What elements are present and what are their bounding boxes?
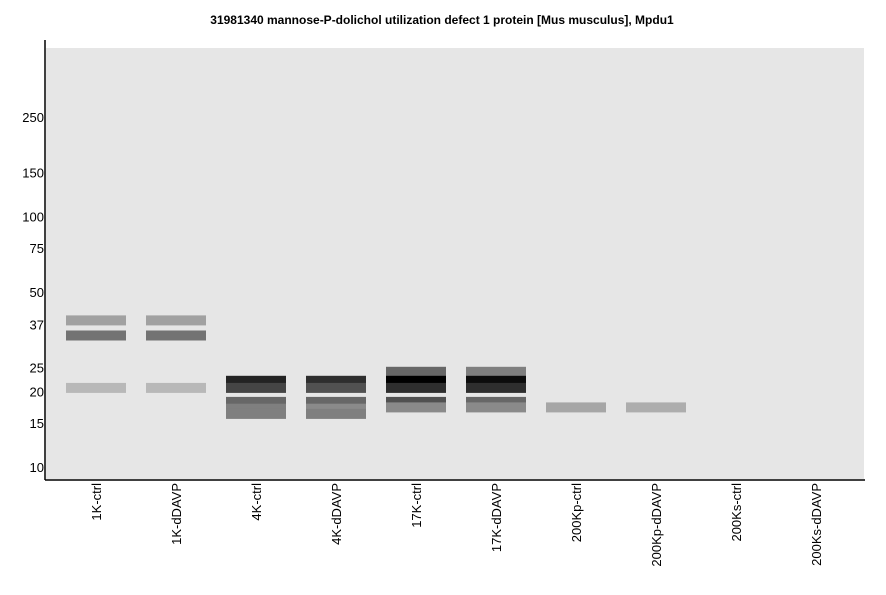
lane-label: 200Ks-dDAVP	[809, 483, 824, 566]
blot-band	[66, 382, 126, 393]
blot-band	[466, 375, 526, 386]
blot-band	[466, 366, 526, 377]
y-tick-label: 20	[30, 385, 44, 400]
y-tick-label: 10	[30, 460, 44, 475]
y-tick-labels: 250 150 100 75 50 37 25 20 15 10	[22, 110, 44, 475]
blot-band	[146, 330, 206, 341]
lane-label: 17K-ctrl	[409, 483, 424, 528]
lane-label: 200Kp-dDAVP	[649, 483, 664, 567]
blot-band	[226, 382, 286, 393]
lane-label: 4K-ctrl	[249, 483, 264, 521]
blot-band	[226, 403, 286, 414]
blot-band	[306, 408, 366, 419]
blot-band	[146, 315, 206, 326]
blot-band	[306, 382, 366, 393]
blot-band	[386, 402, 446, 413]
blot-band	[146, 382, 206, 393]
blot-band	[546, 402, 606, 413]
lane-label: 200Kp-ctrl	[569, 483, 584, 542]
blot-band	[466, 396, 526, 407]
blot-band	[66, 330, 126, 341]
blot-band	[386, 366, 446, 377]
y-tick-label: 37	[30, 318, 44, 333]
blot-band	[226, 408, 286, 419]
lane-label: 200Ks-ctrl	[729, 483, 744, 542]
y-tick-label: 100	[22, 210, 44, 225]
chart-title: 31981340 mannose-P-dolichol utilization …	[210, 13, 674, 27]
band-layer	[66, 315, 686, 419]
blot-band	[226, 396, 286, 407]
blot-band	[226, 375, 286, 386]
blot-band	[306, 396, 366, 407]
y-tick-label: 25	[30, 360, 44, 375]
lane-labels: 1K-ctrl 1K-dDAVP 4K-ctrl 4K-dDAVP 17K-ctrl 17…	[89, 483, 824, 567]
blot-band	[466, 402, 526, 413]
y-tick-label: 150	[22, 166, 44, 181]
blot-band	[626, 402, 686, 413]
blot-band	[466, 382, 526, 393]
gel-background	[46, 48, 864, 479]
blot-band	[386, 375, 446, 386]
blot-band	[386, 396, 446, 407]
blot-band	[306, 403, 366, 414]
y-tick-label: 50	[30, 285, 44, 300]
blot-band	[306, 375, 366, 386]
y-tick-label: 250	[22, 110, 44, 125]
blot-band	[386, 382, 446, 393]
lane-label: 17K-dDAVP	[489, 483, 504, 552]
lane-label: 1K-dDAVP	[169, 483, 184, 545]
y-tick-label: 75	[30, 241, 44, 256]
blot-band	[66, 315, 126, 326]
y-tick-label: 15	[30, 416, 44, 431]
lane-label: 4K-dDAVP	[329, 483, 344, 545]
lane-label: 1K-ctrl	[89, 483, 104, 521]
